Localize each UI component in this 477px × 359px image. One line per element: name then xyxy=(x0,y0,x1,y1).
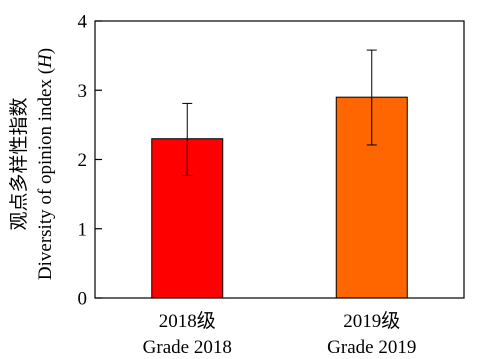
x-tick-label: Grade 2018 xyxy=(143,337,232,358)
y-axis-title: 观点多样性指数 Diversity of opinion index (H) xyxy=(8,48,56,280)
y-axis-title-cn: 观点多样性指数 xyxy=(8,97,30,230)
y-tick-label: 2 xyxy=(78,150,88,171)
x-tick-label: 2019级 xyxy=(343,310,400,332)
x-tick-label: 2018级 xyxy=(159,310,216,332)
bars xyxy=(151,96,408,299)
y-axis-title-en: Diversity of opinion index (H) xyxy=(35,48,56,280)
y-tick-labels: 0 1 2 3 4 xyxy=(78,12,88,310)
error-bar xyxy=(366,49,377,146)
plot-frame xyxy=(94,20,465,299)
plot-area: 0 1 2 3 4 2018级 Grade 2018 2019级 Grade 2019 xyxy=(78,12,465,358)
y-tick-label: 3 xyxy=(78,81,88,102)
x-tick-labels: 2018级 Grade 2018 2019级 Grade 2019 xyxy=(143,310,417,358)
y-tick-label: 4 xyxy=(78,12,88,33)
error-bars xyxy=(182,49,377,176)
y-tick-marks xyxy=(95,20,373,299)
error-bar xyxy=(182,102,193,176)
y-tick-label: 0 xyxy=(78,289,88,310)
y-tick-label: 1 xyxy=(78,219,88,240)
x-tick-label: Grade 2019 xyxy=(327,337,416,358)
